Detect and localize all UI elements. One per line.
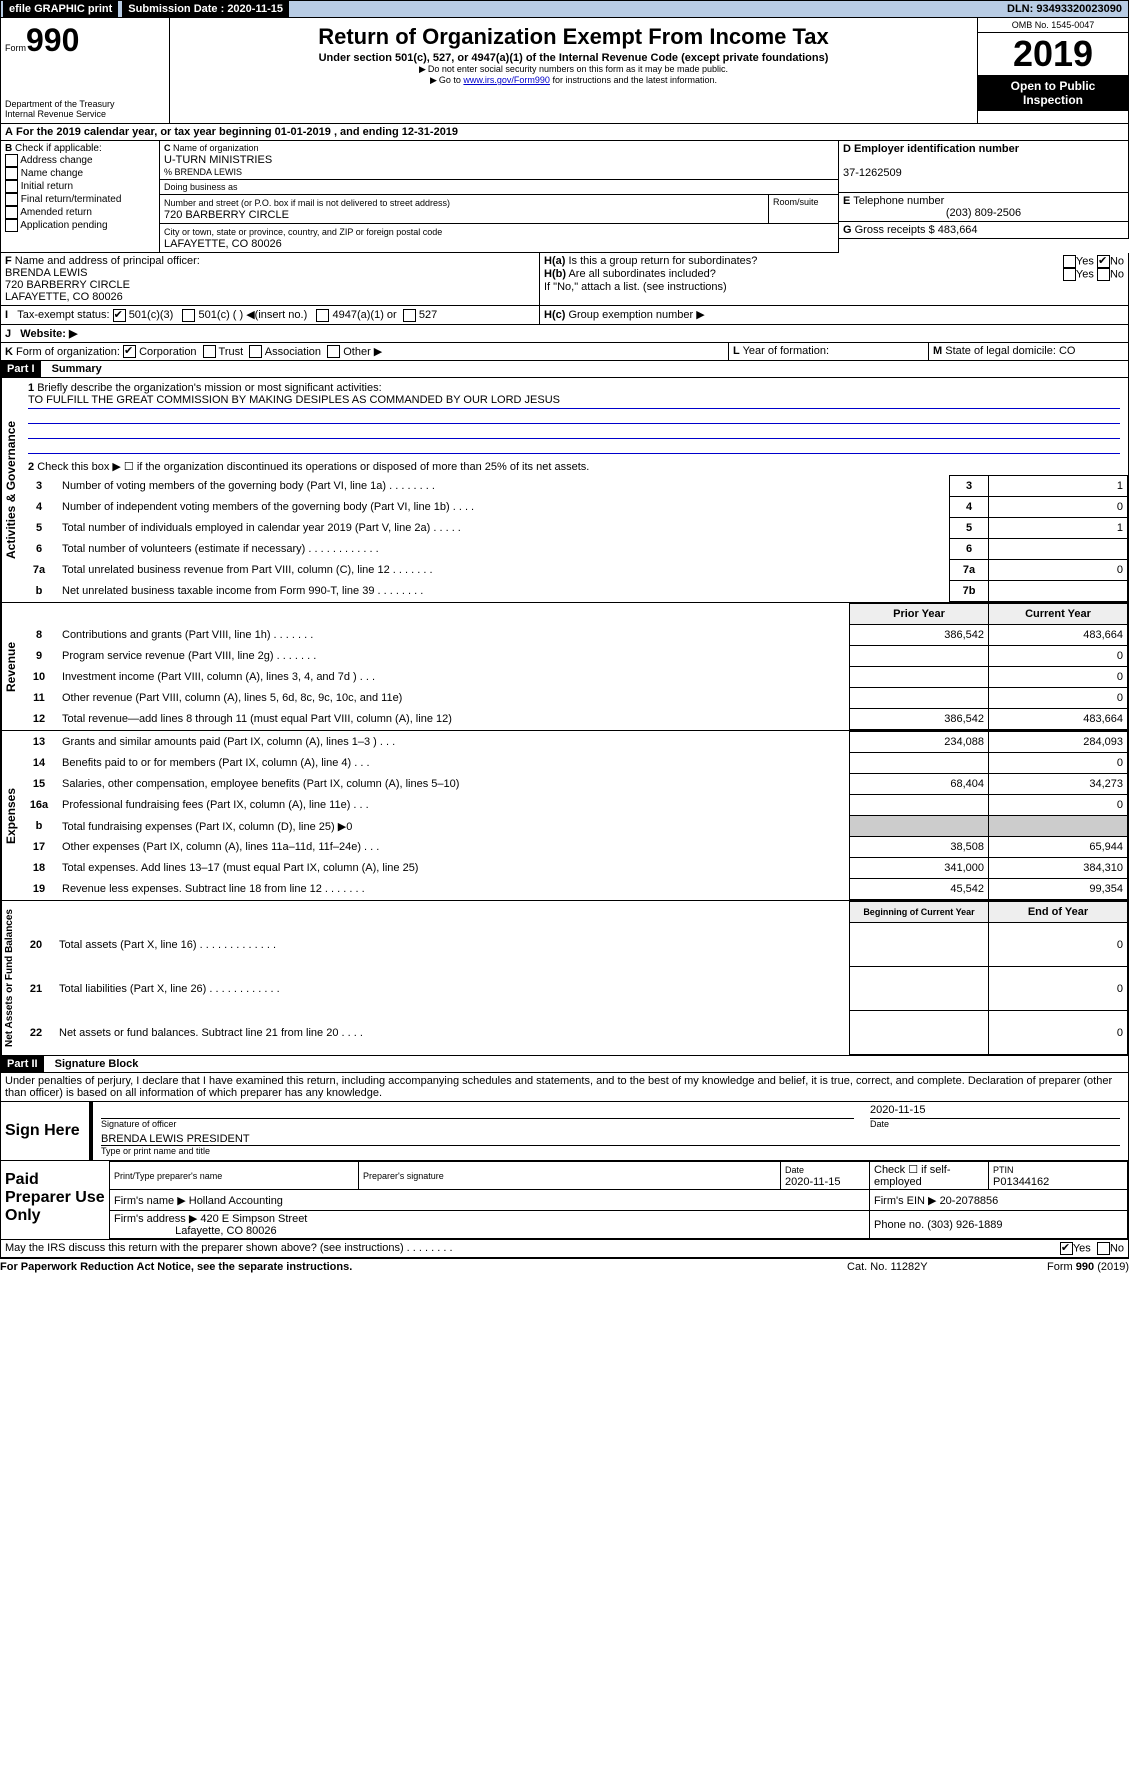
- section-a-year: A For the 2019 calendar year, or tax yea…: [0, 124, 1129, 141]
- revenue-table: Prior Year Current Year 8 Contributions …: [20, 603, 1128, 730]
- paid-preparer-label: Paid Preparer Use Only: [1, 1161, 109, 1239]
- dept-treasury: Department of the Treasury: [5, 99, 165, 109]
- table-row: 16a Professional fundraising fees (Part …: [20, 795, 1128, 816]
- table-row: 5 Total number of individuals employed i…: [20, 518, 1128, 539]
- table-row: 22 Net assets or fund balances. Subtract…: [17, 1011, 1128, 1055]
- table-row: b Net unrelated business taxable income …: [20, 581, 1128, 602]
- room-suite: Room/suite: [769, 195, 839, 224]
- dln-label: DLN: 93493320023090: [1001, 1, 1128, 17]
- section-i: I Tax-exempt status: 501(c)(3) 501(c) ( …: [0, 306, 540, 325]
- section-c-street: Number and street (or P.O. box if mail i…: [160, 195, 769, 224]
- table-row: 13 Grants and similar amounts paid (Part…: [20, 732, 1128, 753]
- submission-date: Submission Date : 2020-11-15: [122, 1, 289, 17]
- table-row: 14 Benefits paid to or for members (Part…: [20, 753, 1128, 774]
- sig-date-value: 2020-11-15: [870, 1104, 1120, 1119]
- table-row: 21 Total liabilities (Part X, line 26) .…: [17, 967, 1128, 1011]
- section-d: D Employer identification number 37-1262…: [839, 141, 1129, 193]
- net-assets-table: Beginning of Current Year End of Year 20…: [17, 901, 1128, 1055]
- cat-number: Cat. No. 11282Y: [847, 1261, 1047, 1273]
- label-revenue: Revenue: [1, 603, 20, 730]
- efile-print-button[interactable]: efile GRAPHIC print: [3, 1, 118, 17]
- goto-prefix: Go to: [439, 75, 464, 85]
- table-row: 3 Number of voting members of the govern…: [20, 476, 1128, 497]
- label-activities-governance: Activities & Governance: [1, 378, 20, 602]
- preparer-table: Print/Type preparer's name Preparer's si…: [109, 1161, 1128, 1239]
- irs-link[interactable]: www.irs.gov/Form990: [463, 75, 550, 85]
- gov-table: 3 Number of voting members of the govern…: [20, 475, 1128, 602]
- table-row: 8 Contributions and grants (Part VIII, l…: [20, 625, 1128, 646]
- table-row: 9 Program service revenue (Part VIII, li…: [20, 646, 1128, 667]
- section-m: M State of legal domicile: CO: [929, 343, 1129, 362]
- section-l: L Year of formation:: [729, 343, 929, 362]
- form-footer-label: Form 990 (2019): [1047, 1261, 1129, 1273]
- perjury-statement: Under penalties of perjury, I declare th…: [0, 1073, 1129, 1102]
- omb-number: OMB No. 1545-0047: [978, 18, 1128, 33]
- form-title: Return of Organization Exempt From Incom…: [174, 24, 973, 50]
- table-row: 4 Number of independent voting members o…: [20, 497, 1128, 518]
- table-row: 7a Total unrelated business revenue from…: [20, 560, 1128, 581]
- section-k: K Form of organization: Corporation Trus…: [0, 343, 729, 362]
- table-row: 15 Salaries, other compensation, employe…: [20, 774, 1128, 795]
- table-row: 11 Other revenue (Part VIII, column (A),…: [20, 688, 1128, 709]
- part1-subtitle: Summary: [44, 363, 102, 375]
- table-row: 12 Total revenue—add lines 8 through 11 …: [20, 709, 1128, 730]
- form-prefix: Form: [5, 43, 26, 53]
- top-bar: efile GRAPHIC print Submission Date : 20…: [0, 0, 1129, 18]
- part2-subtitle: Signature Block: [47, 1058, 139, 1070]
- tax-year: 2019: [978, 33, 1128, 75]
- form-number: 990: [26, 22, 79, 58]
- section-c-city: City or town, state or province, country…: [160, 224, 839, 253]
- discuss-row: May the IRS discuss this return with the…: [0, 1240, 1129, 1258]
- table-row: 17 Other expenses (Part IX, column (A), …: [20, 837, 1128, 858]
- form-header: Form990 Department of the Treasury Inter…: [0, 18, 1129, 124]
- table-row: 19 Revenue less expenses. Subtract line …: [20, 879, 1128, 900]
- section-e: E Telephone number (203) 809-2506: [839, 193, 1129, 222]
- irs-label: Internal Revenue Service: [5, 109, 165, 119]
- label-net-assets: Net Assets or Fund Balances: [1, 901, 17, 1055]
- form-subtitle: Under section 501(c), 527, or 4947(a)(1)…: [174, 52, 973, 64]
- section-b: B Check if applicable: Address change Na…: [0, 141, 160, 253]
- goto-suffix: for instructions and the latest informat…: [550, 75, 717, 85]
- table-row: 18 Total expenses. Add lines 13–17 (must…: [20, 858, 1128, 879]
- table-row: 20 Total assets (Part X, line 16) . . . …: [17, 923, 1128, 967]
- table-row: b Total fundraising expenses (Part IX, c…: [20, 816, 1128, 837]
- paperwork-notice: For Paperwork Reduction Act Notice, see …: [0, 1261, 847, 1273]
- section-h: H(a) Is this a group return for subordin…: [540, 253, 1129, 306]
- table-row: 10 Investment income (Part VIII, column …: [20, 667, 1128, 688]
- section-c-name: C Name of organization U-TURN MINISTRIES…: [160, 141, 839, 180]
- sig-officer-label: Signature of officer: [101, 1119, 854, 1129]
- part2-title: Part II: [1, 1056, 44, 1072]
- officer-name-title: BRENDA LEWIS PRESIDENT: [101, 1133, 1120, 1146]
- section-g: G Gross receipts $ 483,664: [839, 222, 1129, 239]
- label-expenses: Expenses: [1, 731, 20, 900]
- part1-title: Part I: [1, 361, 41, 377]
- section-j-website: J Website: ▶: [0, 325, 1129, 343]
- sig-date-label: Date: [870, 1119, 1120, 1129]
- section-f: F Name and address of principal officer:…: [0, 253, 540, 306]
- ssn-note: Do not enter social security numbers on …: [174, 64, 973, 75]
- section-c-dba: Doing business as: [160, 180, 839, 195]
- line1-label: Briefly describe the organization's miss…: [37, 382, 381, 394]
- open-public: Open to Public Inspection: [978, 75, 1128, 111]
- sign-here-label: Sign Here: [1, 1102, 89, 1160]
- section-hc: H(c) Group exemption number ▶: [540, 306, 1129, 325]
- table-row: 6 Total number of volunteers (estimate i…: [20, 539, 1128, 560]
- mission-text: TO FULFILL THE GREAT COMMISSION BY MAKIN…: [28, 394, 1120, 409]
- type-name-label: Type or print name and title: [101, 1146, 1120, 1156]
- expense-table: 13 Grants and similar amounts paid (Part…: [20, 731, 1128, 900]
- line2-text: Check this box ▶ ☐ if the organization d…: [37, 461, 589, 473]
